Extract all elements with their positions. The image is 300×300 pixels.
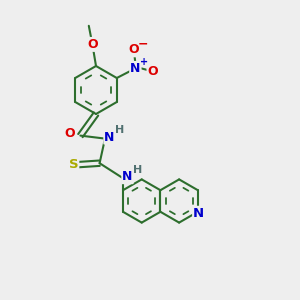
Text: +: + — [140, 57, 148, 68]
Text: N: N — [104, 130, 115, 144]
Text: O: O — [148, 65, 158, 78]
Text: O: O — [129, 43, 139, 56]
Text: O: O — [64, 127, 75, 140]
Text: N: N — [193, 207, 204, 220]
Text: −: − — [138, 38, 148, 51]
Text: H: H — [115, 125, 124, 135]
Text: S: S — [69, 158, 78, 171]
Text: H: H — [133, 165, 142, 175]
Text: O: O — [87, 38, 98, 51]
Text: N: N — [130, 62, 141, 75]
Text: N: N — [122, 170, 133, 183]
